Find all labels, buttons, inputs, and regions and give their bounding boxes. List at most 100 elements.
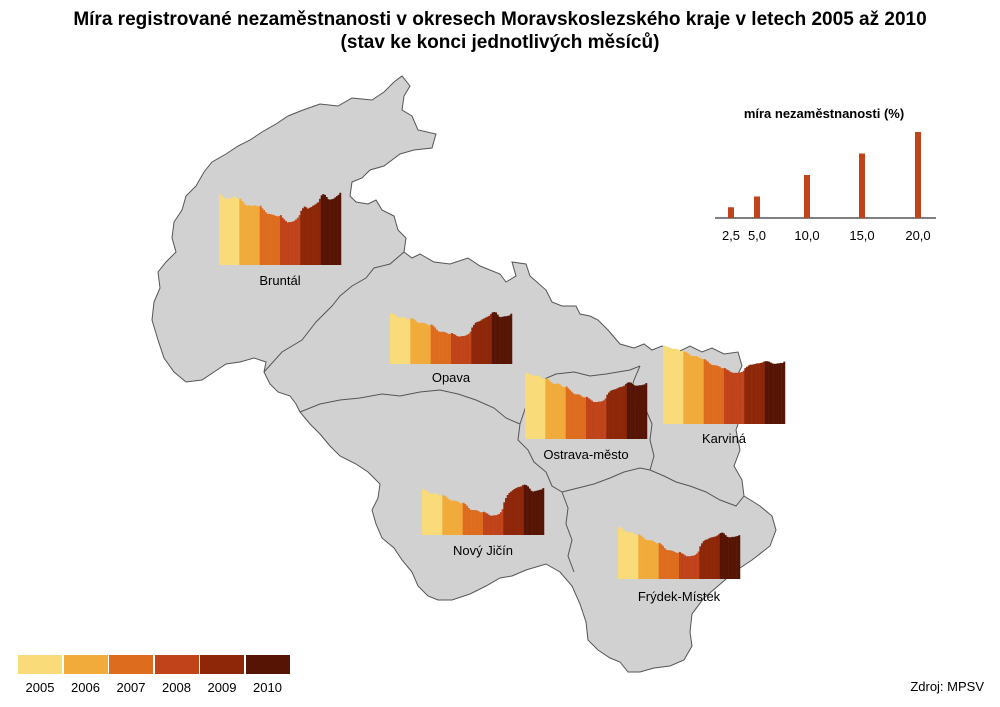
bar-opava-2006-m12 xyxy=(428,325,431,364)
bar-opava-2008-m12 xyxy=(469,331,472,364)
bar-novy-jicin-2009-m6 xyxy=(511,490,514,535)
bar-karvina-2006-m7 xyxy=(693,356,696,424)
bar-opava-2006-m10 xyxy=(425,324,428,364)
bar-opava-2008-m4 xyxy=(456,336,459,364)
bar-opava-2006-m9 xyxy=(423,323,426,364)
bar-karvina-2008-m4 xyxy=(729,371,732,424)
bar-karvina-2010-m11 xyxy=(781,362,784,424)
bar-bruntal-2009-m9 xyxy=(313,204,316,265)
bar-karvina-2008-m9 xyxy=(737,372,740,424)
bar-opava-2008-m6 xyxy=(459,336,462,364)
legend-swatch xyxy=(109,655,153,674)
bar-bruntal-2008-m6 xyxy=(288,222,291,265)
bar-ostrava-mesto-2005-m9 xyxy=(538,376,541,439)
bar-karvina-2009-m6 xyxy=(752,364,755,424)
bar-novy-jicin-2010-m5 xyxy=(530,490,533,535)
bar-novy-jicin-2006-m9 xyxy=(455,501,458,535)
bar-karvina-2009-m12 xyxy=(762,361,765,424)
bar-frydek-mistek-2007-m7 xyxy=(668,550,671,579)
bar-karvina-2008-m3 xyxy=(727,370,730,424)
scale-bar-5-0 xyxy=(754,196,760,218)
bar-frydek-mistek-2005-m7 xyxy=(628,532,631,579)
bar-opava-2006-m4 xyxy=(415,321,418,364)
bar-novy-jicin-2006-m2 xyxy=(444,495,446,535)
bar-novy-jicin-2005-m8 xyxy=(433,493,436,535)
bar-bruntal-2008-m11 xyxy=(296,217,299,265)
bar-bruntal-2009-m12 xyxy=(318,198,321,265)
bar-frydek-mistek-2010-m7 xyxy=(729,537,732,579)
bar-ostrava-mesto-2006-m1 xyxy=(545,378,548,439)
bar-bruntal-2010-m11 xyxy=(337,194,340,265)
bar-frydek-mistek-2009-m4 xyxy=(704,539,707,579)
bar-bruntal-2010-m3 xyxy=(324,194,326,265)
bar-ostrava-mesto-2007-m10 xyxy=(580,396,583,439)
legend-item-2008: 2008 xyxy=(154,655,199,695)
bar-ostrava-mesto-2009-m2 xyxy=(608,392,610,439)
bar-ostrava-mesto-2010-m6 xyxy=(635,385,638,439)
bar-frydek-mistek-2008-m5 xyxy=(685,556,688,579)
bar-frydek-mistek-2008-m11 xyxy=(695,553,698,579)
bar-opava-2010-m9 xyxy=(505,316,508,364)
bar-karvina-2007-m10 xyxy=(718,366,721,424)
bar-frydek-mistek-2007-m5 xyxy=(665,549,668,579)
bar-novy-jicin-2006-m6 xyxy=(450,500,453,535)
bar-novy-jicin-2005-m5 xyxy=(428,493,431,535)
bar-ostrava-mesto-2008-m6 xyxy=(594,402,597,439)
bar-frydek-mistek-2007-m10 xyxy=(673,551,676,579)
bar-karvina-2005-m2 xyxy=(664,346,667,424)
bar-bruntal-2007-m8 xyxy=(271,214,274,265)
bar-bruntal-2005-m4 xyxy=(224,198,227,265)
bar-frydek-mistek-2008-m10 xyxy=(694,554,697,579)
bar-novy-jicin-2007-m6 xyxy=(471,510,474,535)
bar-novy-jicin-2010-m2 xyxy=(525,485,528,535)
bar-opava-2009-m4 xyxy=(476,321,479,364)
bar-novy-jicin-2009-m1 xyxy=(503,502,506,535)
bar-opava-2009-m1 xyxy=(471,327,474,364)
bar-ostrava-mesto-2009-m12 xyxy=(624,383,627,439)
bar-bruntal-2007-m10 xyxy=(274,215,277,265)
bar-novy-jicin-2009-m4 xyxy=(508,492,511,535)
bar-karvina-2008-m1 xyxy=(724,368,726,424)
bar-opava-2009-m6 xyxy=(479,320,482,364)
bar-karvina-2006-m5 xyxy=(690,355,693,424)
bar-bruntal-2005-m1 xyxy=(219,194,221,265)
bar-opava-2008-m5 xyxy=(457,336,460,364)
bar-opava-2010-m2 xyxy=(493,311,496,364)
bar-frydek-mistek-2005-m3 xyxy=(621,528,624,579)
bar-ostrava-mesto-2007-m3 xyxy=(569,389,571,439)
bar-bruntal-2009-m8 xyxy=(312,205,315,265)
district-label-bruntal: Bruntál xyxy=(259,273,300,288)
bar-opava-2007-m1 xyxy=(430,324,433,364)
bar-opava-2005-m9 xyxy=(403,317,406,364)
bar-novy-jicin-2008-m4 xyxy=(488,514,491,535)
bar-novy-jicin-2008-m10 xyxy=(498,513,501,535)
bar-bruntal-2010-m4 xyxy=(325,197,328,265)
bar-bruntal-2006-m10 xyxy=(254,205,257,265)
bar-novy-jicin-2008-m11 xyxy=(499,512,502,535)
scale-bar-10-0 xyxy=(804,175,810,218)
bar-opava-2007-m7 xyxy=(440,331,443,364)
district-label-opava: Opava xyxy=(432,370,471,385)
bar-bruntal-2010-m1 xyxy=(320,195,323,265)
legend-item-2010: 2010 xyxy=(245,655,290,695)
bar-karvina-2009-m8 xyxy=(756,363,759,424)
bar-ostrava-mesto-2008-m12 xyxy=(604,398,607,439)
bar-ostrava-mesto-2006-m7 xyxy=(555,383,558,439)
bar-ostrava-mesto-2005-m8 xyxy=(536,375,539,439)
bar-novy-jicin-2008-m9 xyxy=(496,514,499,535)
bar-frydek-mistek-2010-m11 xyxy=(736,536,739,579)
bar-bruntal-2008-m2 xyxy=(281,217,284,265)
bar-karvina-2006-m3 xyxy=(686,353,689,424)
title-line-1: Míra registrované nezaměstnanosti v okre… xyxy=(73,9,927,30)
bar-bruntal-2007-m9 xyxy=(273,215,276,265)
bar-frydek-mistek-2009-m5 xyxy=(706,539,709,579)
legend-label: 2006 xyxy=(71,680,100,695)
legend-label: 2009 xyxy=(207,680,237,695)
bar-bruntal-2007-m1 xyxy=(259,205,262,265)
bar-karvina-2009-m7 xyxy=(754,363,757,424)
bar-karvina-2006-m6 xyxy=(691,356,694,424)
bar-karvina-2008-m5 xyxy=(730,372,733,424)
bar-novy-jicin-2010-m12 xyxy=(542,488,545,535)
bar-ostrava-mesto-2006-m5 xyxy=(552,383,555,439)
bar-novy-jicin-2009-m3 xyxy=(506,495,509,535)
